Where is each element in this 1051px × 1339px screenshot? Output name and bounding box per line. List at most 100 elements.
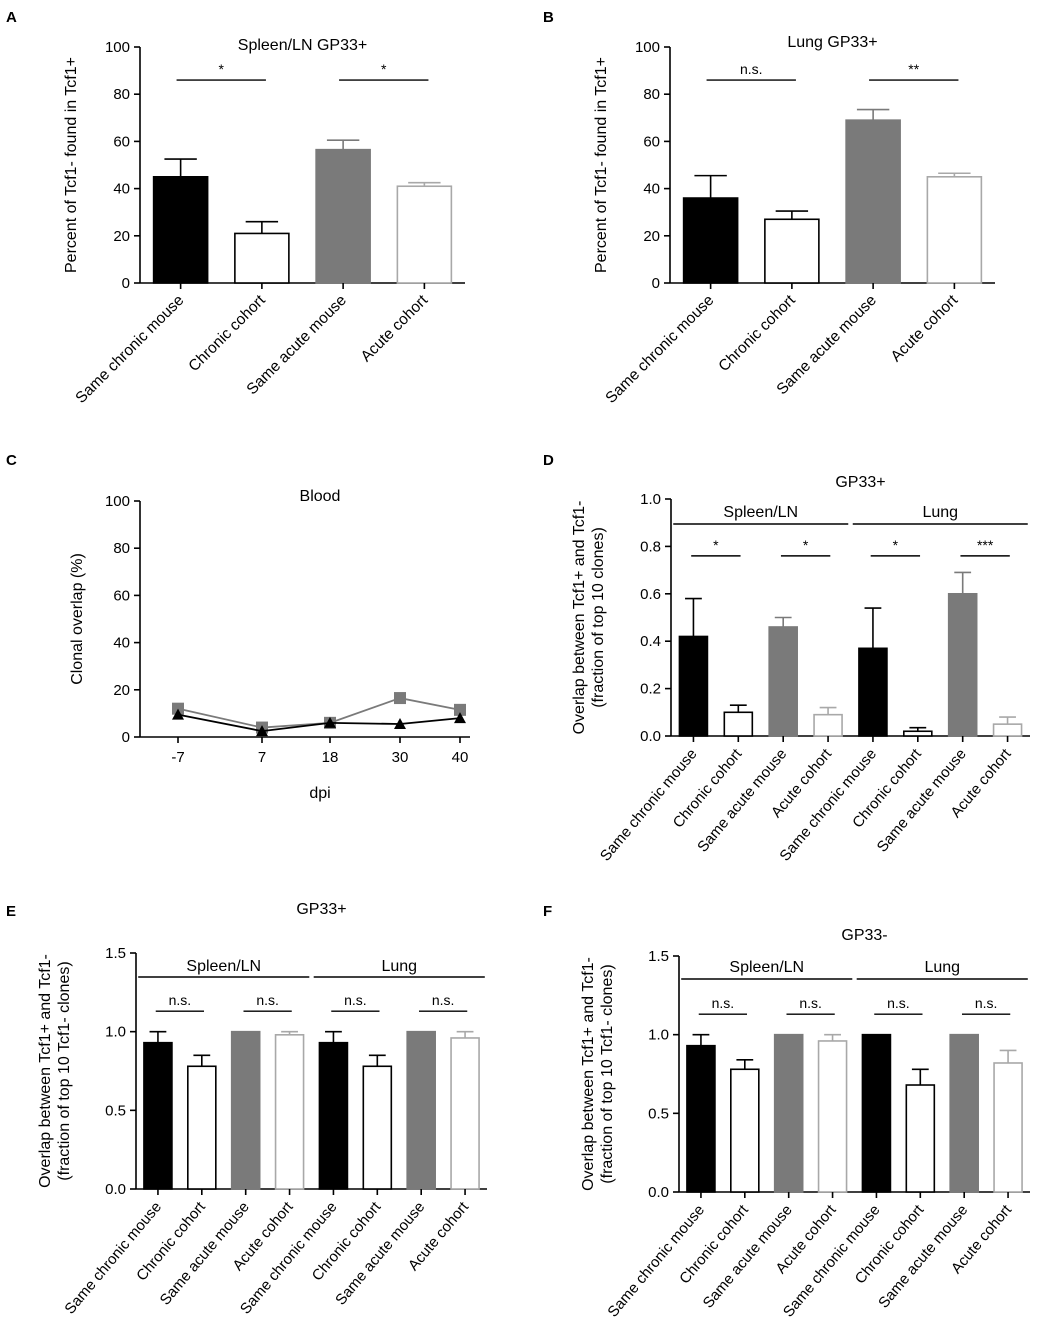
panel-d-bar <box>903 730 933 737</box>
panel-e-bar <box>362 1065 393 1190</box>
panel-b-y-tick-label: 40 <box>643 181 660 198</box>
panel-d-letter: D <box>543 452 554 469</box>
panel-f-significance-label: n.s. <box>975 995 998 1011</box>
panel-d-y-axis-label: Overlap between Tcf1+ and Tcf1- (fraction… <box>571 501 607 735</box>
panel-c-x-tick-label: 7 <box>258 749 266 766</box>
panel-b-bar <box>682 197 739 284</box>
panel-e-y-axis-label-line: Overlap between Tcf1+ and Tcf1- <box>37 954 54 1188</box>
panel-b-title: Lung GP33+ <box>787 34 877 51</box>
panel-d-significance-label: * <box>893 537 899 553</box>
panel-e-bar <box>406 1030 436 1190</box>
panel-e-y-tick-label: 0.0 <box>105 1181 126 1198</box>
panel-a-category-label: Chronic cohort <box>185 291 269 375</box>
panel-b-y-tick-label: 0 <box>652 275 660 292</box>
panel-c-y-tick-label: 80 <box>113 540 130 557</box>
panel-a-bar <box>234 232 290 284</box>
panel-c-y-axis-label: Clonal overlap (%) <box>69 553 86 685</box>
panel-e-group-label: Lung <box>381 958 417 975</box>
panel-d-y-tick-label: 0.4 <box>640 633 661 650</box>
panel-d-y-axis-label-line: Overlap between Tcf1+ and Tcf1- <box>571 501 588 735</box>
panel-e-significance-label: n.s. <box>256 992 279 1008</box>
panel-e-letter: E <box>6 903 16 920</box>
panel-e-significance-label: n.s. <box>432 992 455 1008</box>
panel-b-significance-label: ** <box>908 61 919 77</box>
panel-b-y-tick-label: 20 <box>643 228 660 245</box>
panel-b-bar <box>926 176 983 284</box>
panel-d-bar <box>723 711 754 737</box>
panel-d-significance-label: * <box>803 537 809 553</box>
panel-c-x-tick-label: -7 <box>171 749 184 766</box>
panel-b-category-label: Same chronic mouse <box>602 292 717 407</box>
panel-a-y-axis-label-line: Percent of Tcf1- found in Tcf1+ <box>63 57 80 273</box>
panel-b-letter: B <box>543 9 554 26</box>
panel-d-bar <box>992 723 1023 737</box>
panel-d-significance-label: *** <box>977 537 994 553</box>
panel-f-y-axis-label-line: (fraction of top 10 Tcf1- clones) <box>599 964 616 1183</box>
panel-b-bar <box>764 218 820 284</box>
panel-f-y-axis-label: Overlap between Tcf1+ and Tcf1- (fraction… <box>580 957 616 1191</box>
panel-c-title: Blood <box>300 488 341 505</box>
panel-c-y-tick-label: 100 <box>105 493 130 510</box>
panel-c-triangle-point <box>172 708 184 720</box>
panel-d-title: GP33+ <box>835 474 885 491</box>
panel-c-y-tick-label: 40 <box>113 635 130 652</box>
panel-e-y-tick-label: 0.5 <box>105 1102 126 1119</box>
panel-a-bar <box>315 148 371 284</box>
panel-b-significance-label: n.s. <box>740 61 763 77</box>
panel-e-y-axis-label: Overlap between Tcf1+ and Tcf1- (fraction… <box>37 954 73 1188</box>
panel-c-y-axis-label-line: Clonal overlap (%) <box>69 553 86 685</box>
panel-b-y-tick-label: 100 <box>635 39 660 56</box>
panel-a-title: Spleen/LN GP33+ <box>238 37 367 54</box>
panel-f-y-tick-label: 1.5 <box>648 948 669 965</box>
panel-e-bar <box>318 1041 349 1190</box>
panel-c-x-tick-label: 30 <box>392 749 409 766</box>
panel-f-significance-label: n.s. <box>799 995 822 1011</box>
panel-c-y-tick-label: 0 <box>122 729 130 746</box>
panel-f-bar <box>773 1033 804 1193</box>
panel-b-category-label: Acute cohort <box>888 291 962 365</box>
panel-a-bar <box>152 176 209 284</box>
panel-c-y-tick-label: 60 <box>113 587 130 604</box>
panel-d-bar <box>678 635 709 737</box>
panel-f-title: GP33- <box>841 927 887 944</box>
panel-e-bar <box>143 1041 173 1190</box>
panel-c-triangle-point <box>324 716 336 728</box>
panel-d-significance-label: * <box>713 537 719 553</box>
panel-c-square-point <box>394 692 406 705</box>
panel-a-y-axis-label: Percent of Tcf1- found in Tcf1+ <box>63 57 80 273</box>
panel-a-y-tick-label: 20 <box>113 228 130 245</box>
panel-c-x-tick-label: 40 <box>452 749 469 766</box>
panel-f-bar <box>730 1068 760 1193</box>
panel-f-y-tick-label: 1.0 <box>648 1027 669 1044</box>
panel-f-y-tick-label: 0.0 <box>648 1184 669 1201</box>
panel-e-bar <box>450 1037 480 1190</box>
panel-f-letter: F <box>543 903 552 920</box>
panel-e-significance-label: n.s. <box>344 992 367 1008</box>
panel-b-category-label: Chronic cohort <box>715 291 799 375</box>
panel-e-group-label: Spleen/LN <box>186 958 261 975</box>
panel-c-triangle-point <box>256 725 268 737</box>
panel-f-bar <box>686 1044 716 1193</box>
panel-f-bar <box>993 1062 1023 1193</box>
panel-f-bar <box>905 1084 936 1193</box>
panel-f-significance-label: n.s. <box>887 995 910 1011</box>
panel-a-bar <box>396 185 453 284</box>
panel-c-triangle-point <box>394 718 406 730</box>
panel-d-y-tick-label: 0.8 <box>640 538 661 555</box>
panel-c-y-tick-label: 20 <box>113 682 130 699</box>
panel-e-bar <box>230 1030 261 1190</box>
panel-d-y-tick-label: 0.2 <box>640 681 661 698</box>
panel-e-bar <box>187 1065 217 1190</box>
panel-d-y-tick-label: 0.6 <box>640 586 661 603</box>
panel-f-bar <box>817 1040 848 1193</box>
panel-b-y-tick-label: 80 <box>643 86 660 103</box>
panel-b-y-axis-label: Percent of Tcf1- found in Tcf1+ <box>593 57 610 273</box>
panel-d-bar <box>947 592 978 737</box>
panel-a-y-tick-label: 80 <box>113 86 130 103</box>
panel-a-y-tick-label: 100 <box>105 39 130 56</box>
panel-f-significance-label: n.s. <box>712 995 735 1011</box>
panel-a-category-label: Acute cohort <box>358 291 432 365</box>
panel-f-group-label: Spleen/LN <box>729 959 804 976</box>
panel-c-letter: C <box>6 452 17 469</box>
